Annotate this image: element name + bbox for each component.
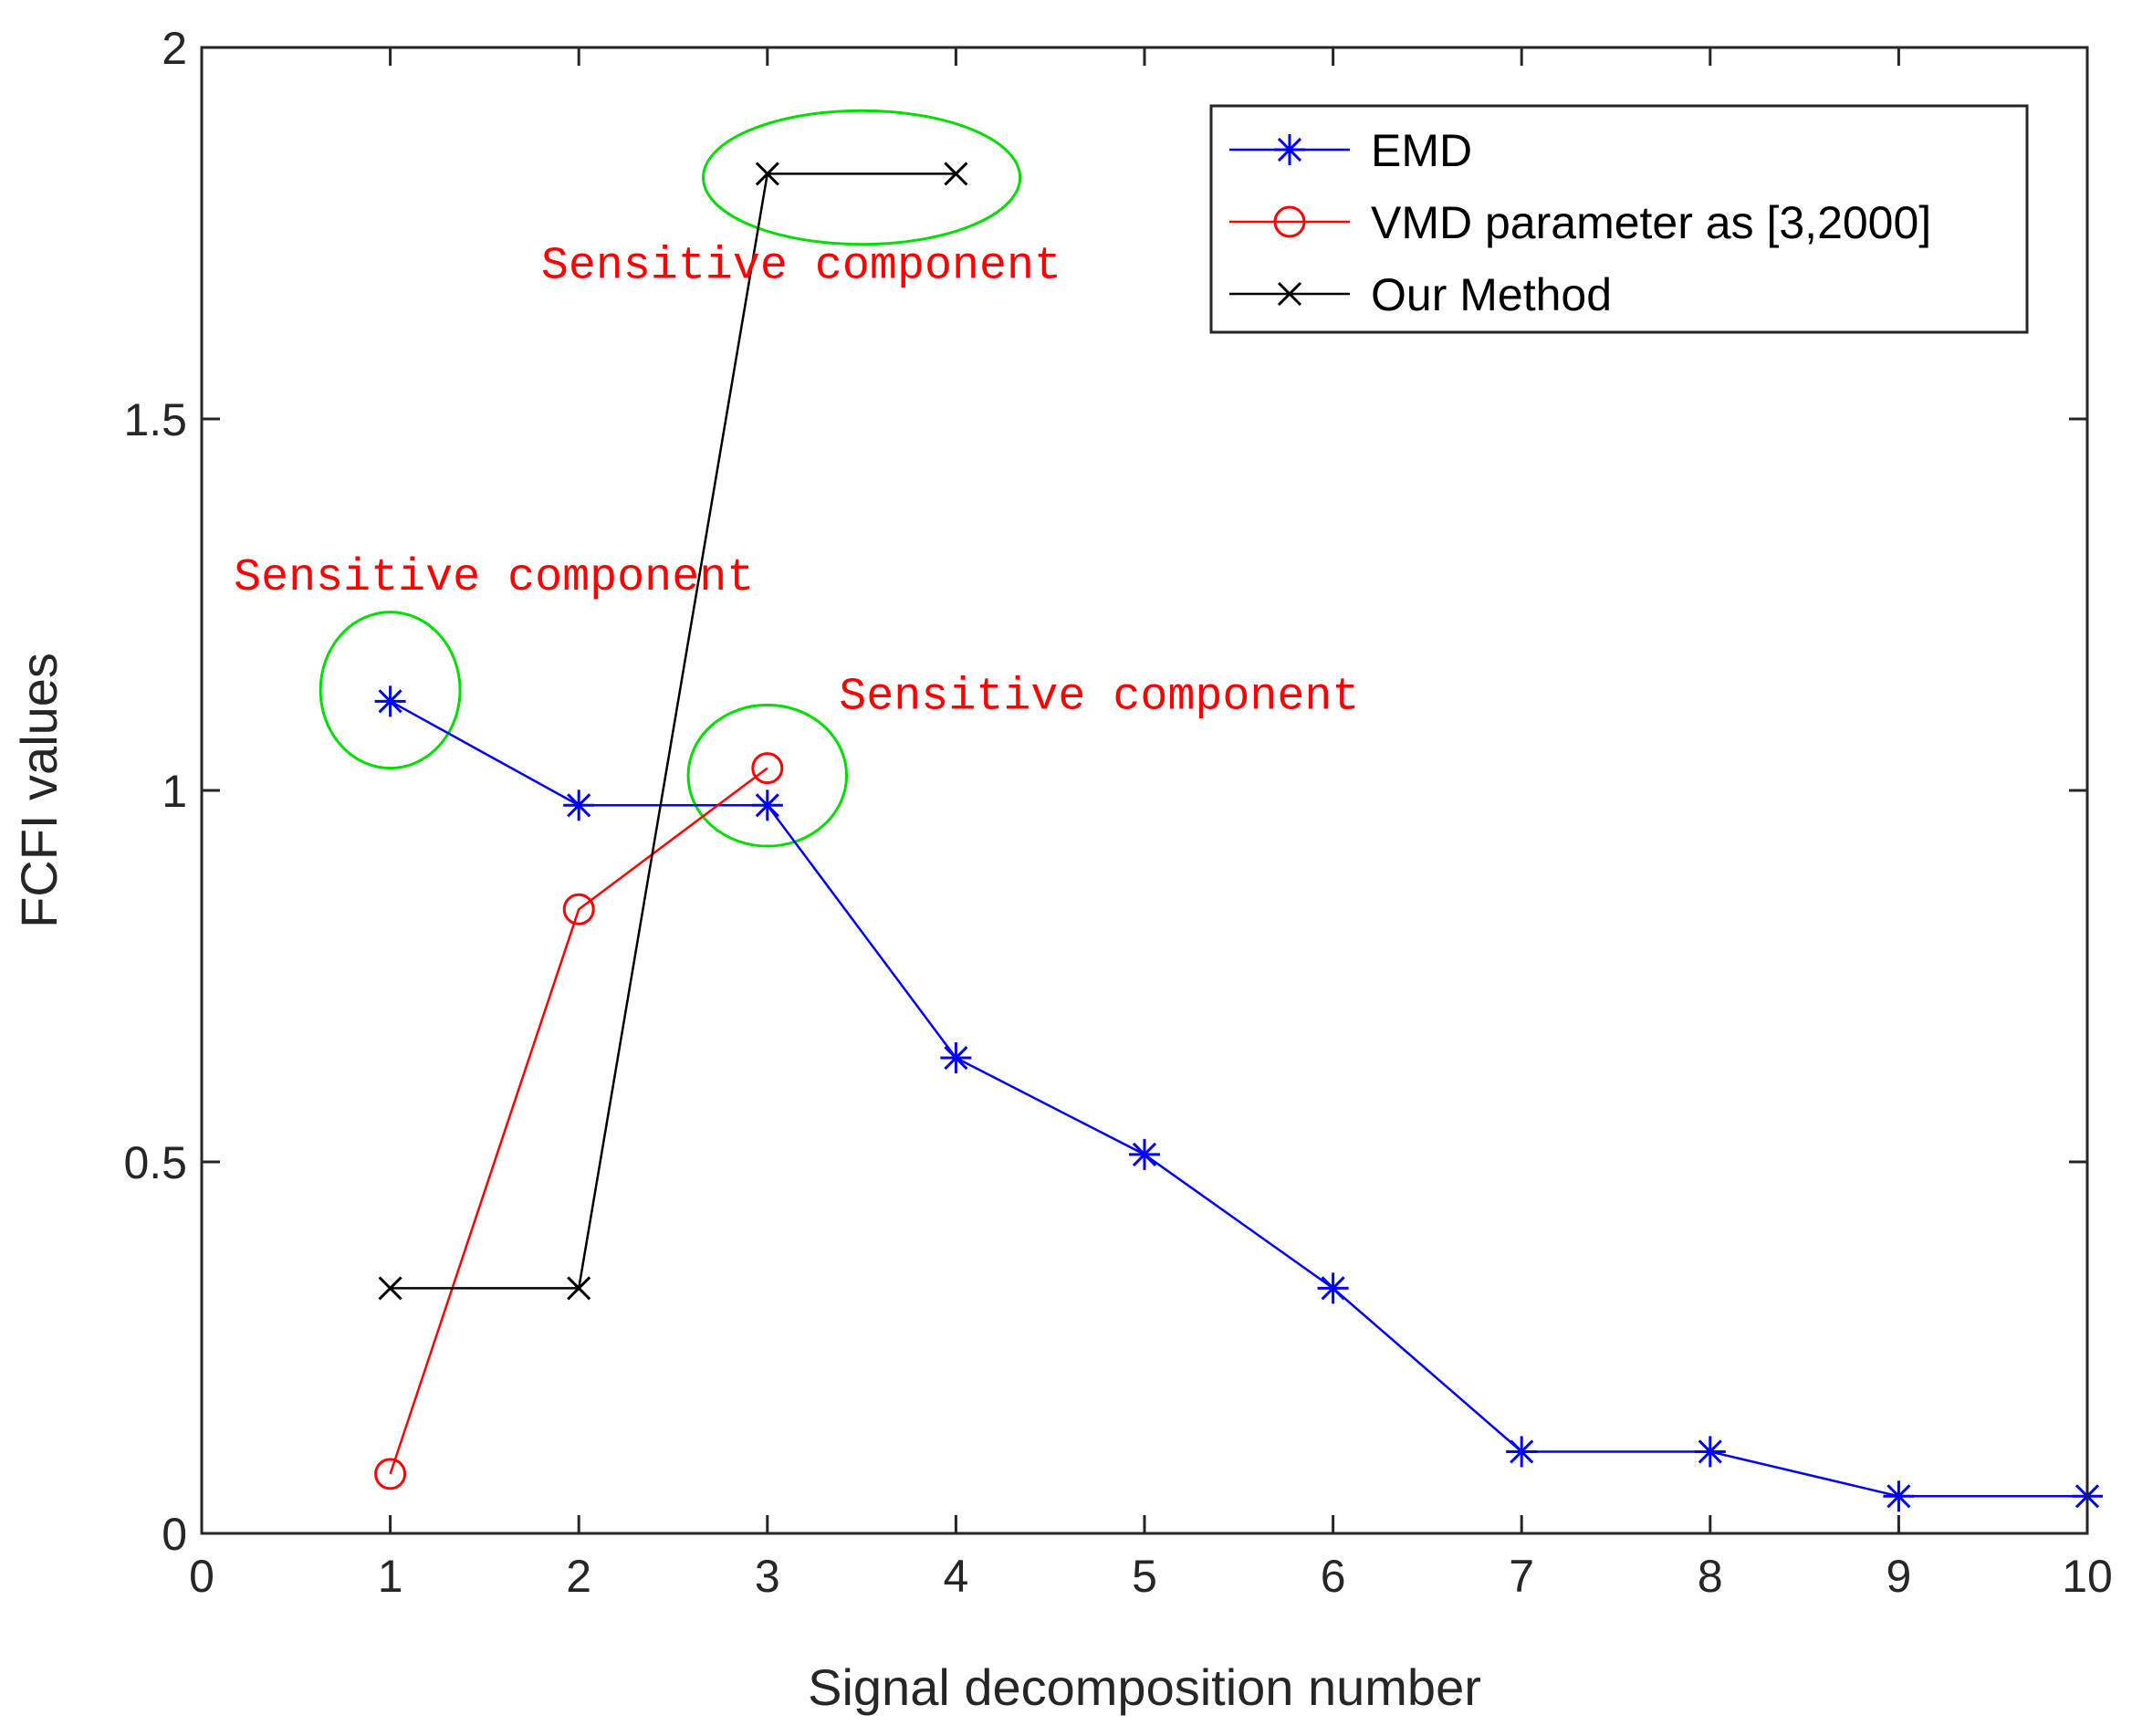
legend-marker-2 [1273, 205, 1306, 238]
x-tick-label-1: 1 [378, 1551, 403, 1602]
series-1-point-6 [1317, 1272, 1349, 1304]
series-markers [374, 162, 2103, 1512]
x-tick-label-8: 8 [1698, 1551, 1723, 1602]
x-tick-label-0: 0 [189, 1551, 214, 1602]
series-1-point-9 [1883, 1480, 1915, 1512]
x-axis-title: Signal decomposition number [808, 1658, 1481, 1716]
annotation-2: Sensitive component [541, 240, 1061, 292]
series-lines [389, 173, 2087, 1498]
legend-label-1: EMD [1371, 125, 1472, 176]
series-1-point-1 [374, 685, 406, 717]
series-3-point-1 [378, 1276, 402, 1301]
series-1-point-8 [1694, 1436, 1726, 1468]
axis-tick-labels: 0 1 2 3 4 5 6 7 8 9 10 0 0.5 1 1.5 2 [123, 23, 2112, 1602]
y-tick-label-3: 1.5 [123, 394, 187, 445]
annotation-3: Sensitive component [839, 671, 1359, 723]
y-tick-label-4: 2 [162, 23, 187, 74]
x-tick-label-3: 3 [755, 1551, 780, 1602]
x-tick-label-7: 7 [1509, 1551, 1534, 1602]
series-2-point-1 [374, 1458, 407, 1490]
series-1-point-7 [1506, 1436, 1538, 1468]
highlight-ellipses [319, 109, 1022, 848]
series-3-point-2 [567, 1276, 591, 1301]
highlight-ellipse-1 [319, 611, 462, 770]
series-2-point-3 [751, 752, 784, 785]
x-tick-label-4: 4 [943, 1551, 968, 1602]
legend-label-3: Our Method [1371, 269, 1612, 320]
annotations: Sensitive component Sensitive component Se… [234, 240, 1359, 723]
axis-ticks [200, 46, 2089, 1535]
legend-marker-3 [1277, 281, 1302, 307]
x-tick-label-5: 5 [1132, 1551, 1157, 1602]
y-tick-label-2: 1 [162, 766, 187, 817]
series-1-point-4 [940, 1042, 972, 1074]
x-tick-label-10: 10 [2062, 1551, 2113, 1602]
series-3-point-3 [755, 162, 779, 186]
series-1-point-5 [1129, 1138, 1160, 1170]
series-line-1 [389, 700, 2087, 1498]
x-tick-label-9: 9 [1886, 1551, 1911, 1602]
legend: EMD VMD parameter as [3,2000] Our Method [1209, 104, 2029, 334]
series-3-point-4 [944, 162, 968, 186]
x-tick-label-6: 6 [1321, 1551, 1346, 1602]
highlight-ellipse-3 [686, 703, 849, 848]
y-tick-label-1: 0.5 [123, 1137, 187, 1188]
legend-label-2: VMD parameter as [3,2000] [1371, 197, 1931, 248]
series-2-point-2 [562, 893, 595, 926]
annotation-1: Sensitive component [234, 552, 754, 604]
legend-marker-1 [1274, 134, 1305, 165]
series-line-2 [389, 767, 768, 1475]
series-1-point-2 [563, 790, 595, 821]
series-line-3 [390, 173, 956, 1290]
series-1-point-3 [751, 790, 783, 821]
y-tick-label-0: 0 [162, 1509, 187, 1560]
highlight-ellipse-2 [702, 109, 1022, 246]
x-tick-label-2: 2 [566, 1551, 591, 1602]
y-axis-title: FCFI values [10, 653, 68, 928]
